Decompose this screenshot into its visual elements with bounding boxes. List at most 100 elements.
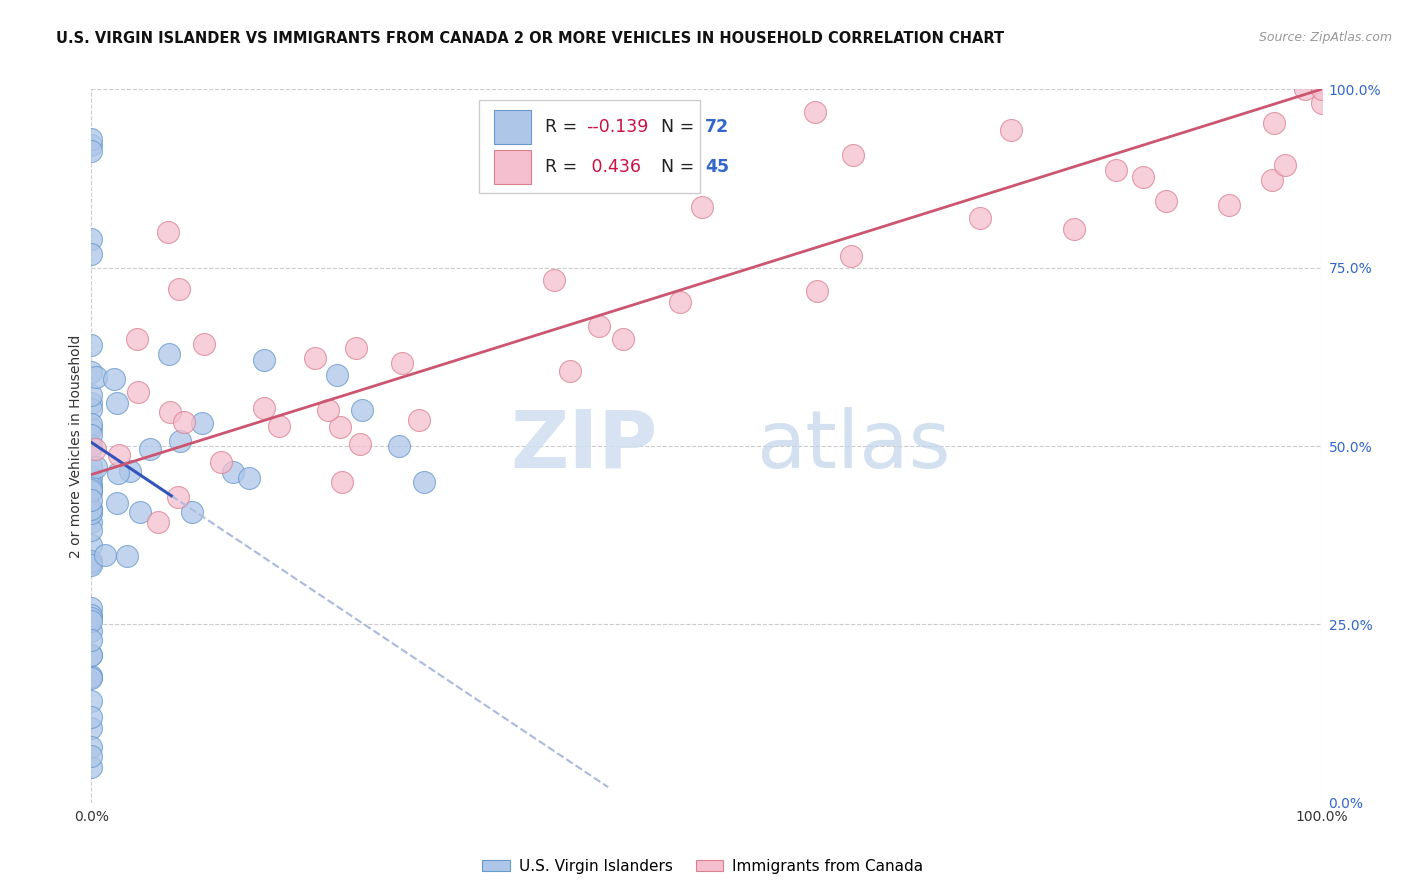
Text: atlas: atlas [756, 407, 950, 485]
Point [80, 503, 103, 517]
Point [221, 465, 243, 479]
Point [80, 427, 103, 442]
Point [80, 483, 103, 498]
Point [543, 273, 565, 287]
Point [103, 371, 125, 385]
Point [1000, 122, 1022, 136]
Point [80, 670, 103, 684]
Text: ZIP: ZIP [510, 407, 657, 485]
Point [1104, 162, 1126, 177]
Point [80, 502, 103, 516]
Point [1063, 222, 1085, 236]
Point [346, 342, 368, 356]
Point [668, 295, 690, 310]
Point [80, 493, 103, 508]
Point [806, 284, 828, 298]
Point [316, 402, 339, 417]
Point [80, 614, 103, 628]
Point [80, 479, 103, 493]
Point [181, 505, 204, 519]
Point [80, 608, 103, 623]
Point [80, 558, 103, 572]
Point [80, 365, 103, 379]
Point [167, 282, 190, 296]
Text: R =: R = [546, 158, 583, 176]
Point [107, 448, 129, 462]
Point [391, 355, 413, 369]
Point [80, 556, 103, 570]
Point [1218, 197, 1240, 211]
FancyBboxPatch shape [494, 110, 530, 145]
Text: 72: 72 [706, 118, 730, 136]
Text: R =: R = [546, 118, 583, 136]
Point [169, 434, 191, 449]
Point [80, 694, 103, 708]
Point [352, 403, 374, 417]
Point [80, 387, 103, 401]
Point [80, 417, 103, 432]
Point [80, 624, 103, 639]
Point [839, 250, 862, 264]
Point [804, 105, 827, 120]
Point [80, 523, 103, 537]
Text: --0.139: --0.139 [586, 118, 648, 136]
Point [80, 482, 103, 496]
Point [80, 469, 103, 483]
Point [125, 332, 148, 346]
Point [128, 505, 150, 519]
Point [107, 466, 129, 480]
Point [80, 669, 103, 683]
Point [191, 416, 214, 430]
Point [118, 464, 141, 478]
Point [80, 441, 103, 455]
Point [84, 369, 107, 384]
Point [326, 368, 349, 382]
Point [80, 246, 103, 260]
Point [80, 601, 103, 615]
Point [80, 722, 103, 736]
Point [193, 336, 215, 351]
Text: Source: ZipAtlas.com: Source: ZipAtlas.com [1258, 31, 1392, 45]
Y-axis label: 2 or more Vehicles in Household: 2 or more Vehicles in Household [69, 334, 83, 558]
Point [138, 442, 160, 457]
Point [329, 420, 352, 434]
Point [1310, 96, 1333, 111]
Point [156, 225, 179, 239]
Point [80, 502, 103, 516]
Point [412, 475, 434, 489]
Point [80, 484, 103, 499]
Point [253, 401, 276, 416]
Point [1156, 194, 1178, 208]
FancyBboxPatch shape [479, 100, 700, 193]
Point [94, 548, 117, 562]
Point [80, 671, 103, 685]
Legend: U.S. Virgin Islanders, Immigrants from Canada: U.S. Virgin Islanders, Immigrants from C… [477, 853, 929, 880]
Point [84, 460, 107, 475]
Point [146, 515, 169, 529]
Point [1294, 82, 1316, 96]
Point [80, 748, 103, 763]
Point [238, 471, 260, 485]
Point [1132, 169, 1154, 184]
Point [253, 352, 276, 367]
Point [349, 436, 371, 450]
Point [80, 137, 103, 152]
Point [209, 455, 232, 469]
Point [80, 648, 103, 663]
Point [80, 506, 103, 520]
Point [80, 232, 103, 246]
Point [80, 515, 103, 529]
FancyBboxPatch shape [494, 150, 530, 184]
Point [84, 442, 107, 456]
Point [80, 459, 103, 474]
Point [166, 490, 188, 504]
Point [117, 549, 139, 563]
Point [127, 385, 149, 400]
Point [80, 476, 103, 491]
Point [80, 337, 103, 351]
Point [80, 144, 103, 158]
Text: 45: 45 [706, 158, 730, 176]
Point [558, 364, 581, 378]
Point [80, 538, 103, 552]
Point [105, 396, 128, 410]
